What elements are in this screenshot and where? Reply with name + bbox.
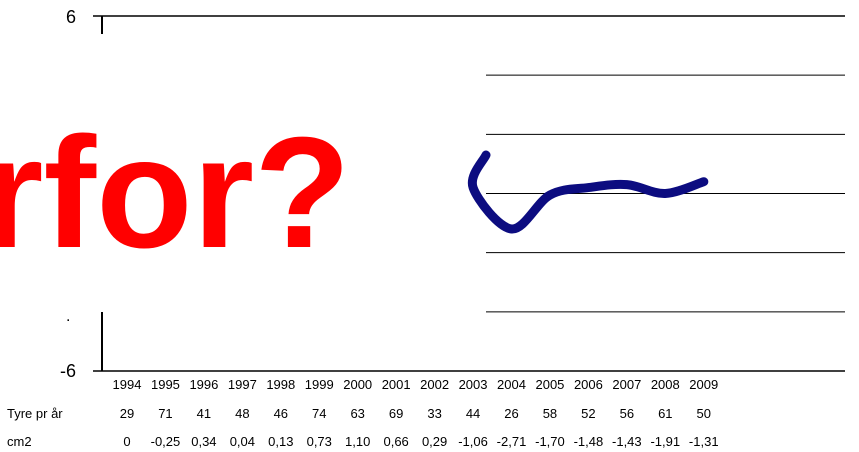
x-tick-label: 2002 <box>420 377 449 392</box>
table-cell: 0,29 <box>422 434 447 449</box>
x-tick-label: 2004 <box>497 377 526 392</box>
y-tick-label-min: -6 <box>60 361 76 381</box>
x-tick-label: 2008 <box>651 377 680 392</box>
table-cell: 74 <box>312 406 326 421</box>
table-cell: -1,70 <box>535 434 565 449</box>
table-cell: 58 <box>543 406 557 421</box>
x-tick-label: 1994 <box>113 377 142 392</box>
x-tick-labels: 1994 1995 1996 1997 1998 1999 2000 2001 2002 2003… <box>113 377 719 392</box>
table-cell: 29 <box>120 406 134 421</box>
x-tick-label: 2001 <box>382 377 411 392</box>
table-cell: 46 <box>274 406 288 421</box>
x-tick-label: 2000 <box>343 377 372 392</box>
x-tick-label: 2005 <box>535 377 564 392</box>
table-cell: 61 <box>658 406 672 421</box>
table-cell: -1,91 <box>650 434 680 449</box>
x-tick-label: 1997 <box>228 377 257 392</box>
table-cell: 33 <box>427 406 441 421</box>
stray-dot: . <box>66 308 70 325</box>
table-row-label: Tyre pr år <box>7 406 63 421</box>
table-cell: 56 <box>620 406 634 421</box>
table-cell: 0,66 <box>383 434 408 449</box>
data-table: Tyre pr år 29 71 41 48 46 74 63 69 33 44 26 58 52 56 61… <box>7 406 719 449</box>
table-cell: -1,48 <box>574 434 604 449</box>
table-cell: 0,04 <box>230 434 255 449</box>
table-cell: 44 <box>466 406 480 421</box>
table-cell: 0,73 <box>307 434 332 449</box>
table-cell: -1,31 <box>689 434 719 449</box>
overlay-question-text: rfor? <box>0 105 351 281</box>
table-cell: -1,43 <box>612 434 642 449</box>
series-line <box>467 150 709 234</box>
table-cell: -1,06 <box>458 434 488 449</box>
x-tick-label: 1998 <box>266 377 295 392</box>
x-tick-label: 2007 <box>612 377 641 392</box>
x-tick-label: 2009 <box>689 377 718 392</box>
table-row-label: cm2 <box>7 434 32 449</box>
table-cell: 26 <box>504 406 518 421</box>
x-tick-label: 1999 <box>305 377 334 392</box>
x-tick-label: 1996 <box>189 377 218 392</box>
table-cell: -2,71 <box>497 434 527 449</box>
table-cell: 71 <box>158 406 172 421</box>
table-cell: 41 <box>197 406 211 421</box>
table-cell: 0,34 <box>191 434 216 449</box>
y-tick-label-max: 6 <box>66 7 76 27</box>
table-cell: 69 <box>389 406 403 421</box>
table-cell: 50 <box>697 406 711 421</box>
x-tick-label: 1995 <box>151 377 180 392</box>
table-cell: 63 <box>350 406 364 421</box>
table-cell: -0,25 <box>151 434 181 449</box>
x-tick-label: 2006 <box>574 377 603 392</box>
table-cell: 0 <box>123 434 130 449</box>
table-cell: 1,10 <box>345 434 370 449</box>
table-cell: 48 <box>235 406 249 421</box>
table-cell: 52 <box>581 406 595 421</box>
table-cell: 0,13 <box>268 434 293 449</box>
x-tick-label: 2003 <box>459 377 488 392</box>
